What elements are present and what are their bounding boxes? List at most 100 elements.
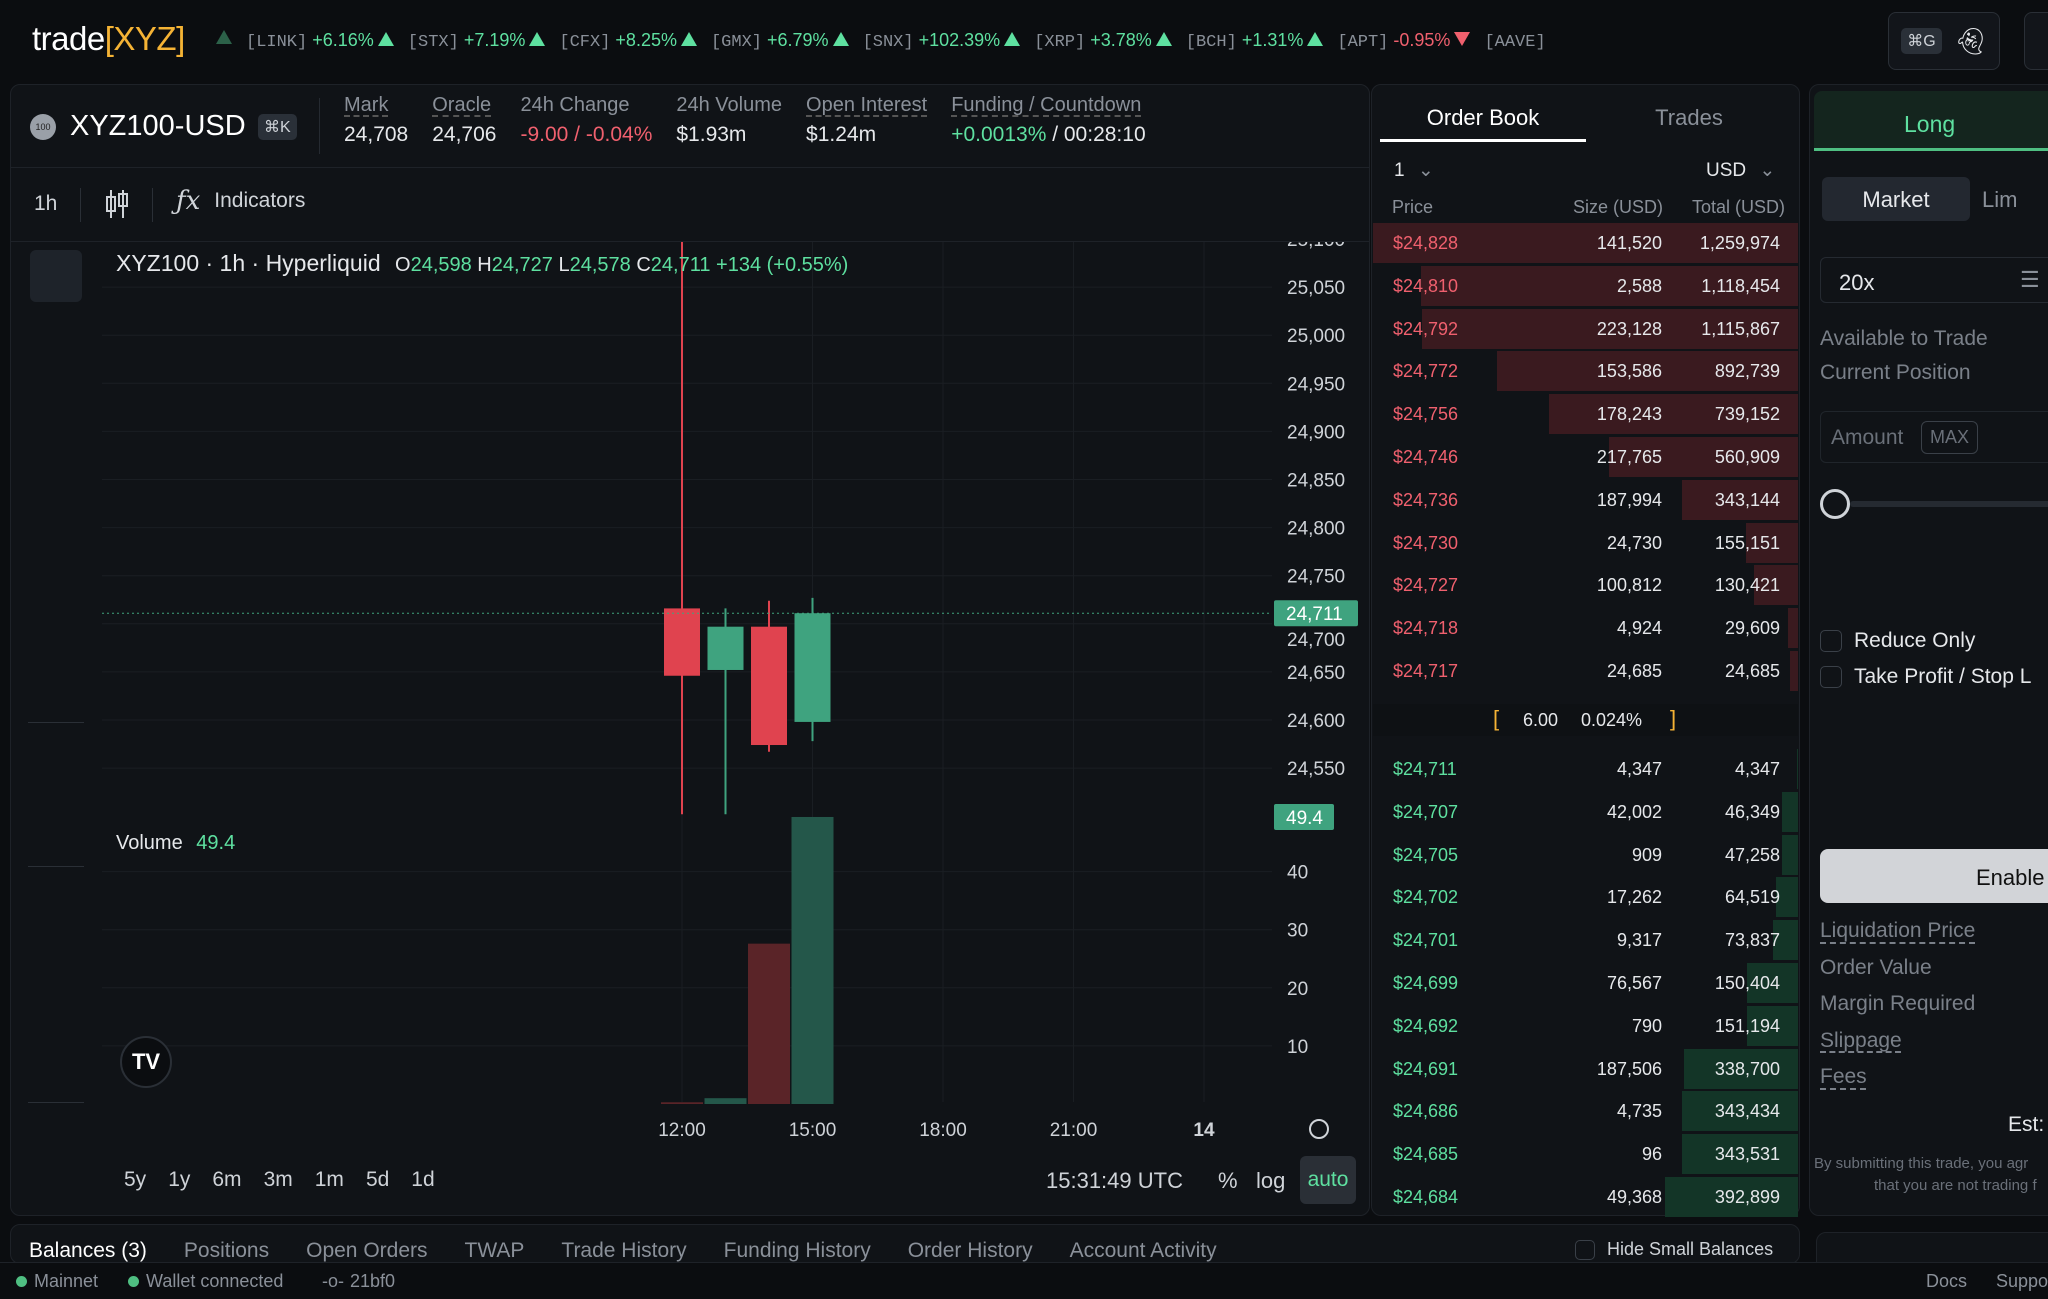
bid-row[interactable]: $24,707 42,002 46,349 xyxy=(1373,791,1798,832)
range-1y[interactable]: 1y xyxy=(168,1168,191,1191)
ticker-item[interactable]: [AAVE] xyxy=(1484,33,1546,52)
ask-row[interactable]: $24,772 153,586 892,739 xyxy=(1373,351,1798,392)
tab-trade-history[interactable]: Trade History xyxy=(561,1239,687,1262)
ticker-item[interactable]: [STX] +7.19% xyxy=(408,30,546,52)
candle-body xyxy=(794,613,831,722)
zoom-in-tool[interactable] xyxy=(30,792,82,844)
text-tool[interactable] xyxy=(30,600,82,652)
support-link[interactable]: Suppo xyxy=(1996,1271,2048,1291)
bid-row[interactable]: $24,705 909 47,258 xyxy=(1373,834,1798,875)
bid-row[interactable]: $24,686 4,735 343,434 xyxy=(1373,1091,1798,1132)
tab-trades[interactable]: Trades xyxy=(1655,105,1723,130)
bid-row[interactable]: $24,701 9,317 73,837 xyxy=(1373,920,1798,961)
range-3m[interactable]: 3m xyxy=(263,1168,293,1191)
trend-line-tool[interactable] xyxy=(30,308,82,360)
max-button[interactable]: MAX xyxy=(1921,421,1979,454)
checkbox[interactable] xyxy=(1820,666,1842,689)
grouping-select[interactable]: 1 ⌄ xyxy=(1394,160,1434,181)
ticker-item[interactable]: [LINK] +6.16% xyxy=(246,30,394,52)
ask-row[interactable]: $24,727 100,812 130,421 xyxy=(1373,565,1798,606)
tab-account-activity[interactable]: Account Activity xyxy=(1069,1239,1217,1262)
volume-bar xyxy=(704,1098,747,1104)
range-1d[interactable]: 1d xyxy=(411,1168,435,1191)
docs-link[interactable]: Docs xyxy=(1926,1271,1968,1291)
tab-order-history[interactable]: Order History xyxy=(907,1239,1033,1262)
ticker-item[interactable]: [APT] -0.95% xyxy=(1337,30,1471,52)
ticker-item[interactable]: [BCH] +1.31% xyxy=(1186,30,1324,52)
ask-row[interactable]: $24,828 141,520 1,259,974 xyxy=(1373,223,1798,263)
range-5y[interactable]: 5y xyxy=(124,1168,147,1191)
unlock-tool[interactable] xyxy=(30,987,82,1039)
horizontal-lines-tool[interactable] xyxy=(30,366,82,418)
tab-balances-3-[interactable]: Balances (3) xyxy=(29,1239,147,1262)
crosshair-tool[interactable] xyxy=(30,250,82,302)
percent-toggle[interactable]: % xyxy=(1218,1168,1238,1193)
auto-toggle[interactable]: auto xyxy=(1300,1156,1356,1204)
limit-order-tab[interactable]: Lim xyxy=(1982,187,2018,212)
ticker-item[interactable]: [GMX] +6.79% xyxy=(711,30,849,52)
log-toggle[interactable]: log xyxy=(1256,1168,1286,1193)
sliders-icon[interactable]: ☰ xyxy=(2020,267,2040,292)
trade-info-slippage: Slippage xyxy=(1820,1028,1902,1052)
ask-row[interactable]: $24,746 217,765 560,909 xyxy=(1373,437,1798,477)
amount-slider-handle[interactable] xyxy=(1820,489,1850,519)
interval-button[interactable]: 1h xyxy=(34,192,58,215)
ask-row[interactable]: $24,756 178,243 739,152 xyxy=(1373,394,1798,435)
checkbox[interactable] xyxy=(1820,630,1842,653)
tab-twap[interactable]: TWAP xyxy=(464,1239,525,1262)
brush-tool[interactable] xyxy=(30,542,82,594)
indicators-button[interactable]: ƒx Indicators xyxy=(176,186,306,216)
tab-funding-history[interactable]: Funding History xyxy=(723,1239,871,1262)
bid-row[interactable]: $24,685 96 343,531 xyxy=(1373,1134,1798,1175)
tab-positions[interactable]: Positions xyxy=(183,1239,270,1262)
bid-row[interactable]: $24,684 49,368 392,899 xyxy=(1373,1177,1798,1217)
ask-row[interactable]: $24,792 223,128 1,115,867 xyxy=(1373,308,1798,349)
range-6m[interactable]: 6m xyxy=(212,1168,242,1191)
currency-select[interactable]: USD ⌄ xyxy=(1706,160,1776,181)
ask-row[interactable]: $24,717 24,685 24,685 xyxy=(1373,651,1798,691)
long-tab[interactable]: Long xyxy=(1814,91,2048,151)
shortcut-button[interactable]: ⌘G 👻︎ xyxy=(1888,12,2000,70)
range-5d[interactable]: 5d xyxy=(365,1168,390,1191)
range-1m[interactable]: 1m xyxy=(314,1168,344,1191)
fib-tool[interactable] xyxy=(30,483,82,535)
bid-row[interactable]: $24,699 76,567 150,404 xyxy=(1373,963,1798,1003)
bid-row[interactable]: $24,702 17,262 64,519 xyxy=(1373,877,1798,918)
checkbox[interactable] xyxy=(1575,1240,1595,1261)
volume-tick: 10 xyxy=(1287,1037,1308,1058)
ticker-item[interactable]: [XRP] +3.78% xyxy=(1034,30,1172,52)
ticker-item[interactable]: [SNX] +102.39% xyxy=(863,30,1021,52)
market-order-tab[interactable]: Market xyxy=(1822,177,1970,221)
ask-row[interactable]: $24,718 4,924 29,609 xyxy=(1373,608,1798,649)
enable-trading-button[interactable]: Enable xyxy=(1820,849,2048,903)
ticker-item[interactable]: [CFX] +8.25% xyxy=(559,30,697,52)
magnet-tool[interactable] xyxy=(30,870,82,922)
eye-tool[interactable] xyxy=(30,1045,82,1097)
price-chart[interactable]: 25,100 25,050 25,000 24,950 24,900 24,850 24,8… xyxy=(102,242,1370,1212)
trash-tool[interactable] xyxy=(30,1123,82,1175)
connect-button[interactable] xyxy=(2024,12,2048,70)
lock-drawing-tool[interactable] xyxy=(30,929,82,981)
hide-small-balances-checkbox[interactable]: Hide Small Balances xyxy=(1575,1239,1773,1261)
settings-icon[interactable] xyxy=(1309,1119,1329,1139)
reduce-only-checkbox[interactable]: Reduce Only xyxy=(1820,629,1975,653)
amount-input[interactable]: Amount MAX xyxy=(1820,411,2048,463)
pattern-tool[interactable] xyxy=(30,423,82,475)
emoji-tool[interactable] xyxy=(30,657,82,709)
market-symbol[interactable]: XYZ100-USD xyxy=(70,110,246,142)
ruler-tool[interactable] xyxy=(30,734,82,786)
logo[interactable]: trade[XYZ] xyxy=(32,20,185,57)
tab-open-orders[interactable]: Open Orders xyxy=(306,1239,428,1262)
tpsl-checkbox[interactable]: Take Profit / Stop L xyxy=(1820,665,2031,689)
ask-row[interactable]: $24,730 24,730 155,151 xyxy=(1373,522,1798,563)
ask-row[interactable]: $24,736 187,994 343,144 xyxy=(1373,479,1798,520)
tab-order-book[interactable]: Order Book xyxy=(1426,105,1540,130)
bid-row[interactable]: $24,692 790 151,194 xyxy=(1373,1005,1798,1046)
bid-row[interactable]: $24,711 4,347 4,347 xyxy=(1373,749,1798,789)
ask-row[interactable]: $24,810 2,588 1,118,454 xyxy=(1373,265,1798,306)
leverage-select[interactable]: 20x xyxy=(1820,257,2048,303)
candle-type-icon[interactable] xyxy=(104,188,130,226)
bid-row[interactable]: $24,691 187,506 338,700 xyxy=(1373,1048,1798,1089)
amount-slider-track[interactable] xyxy=(1850,501,2048,507)
tradingview-logo[interactable]: TV xyxy=(120,1036,172,1088)
